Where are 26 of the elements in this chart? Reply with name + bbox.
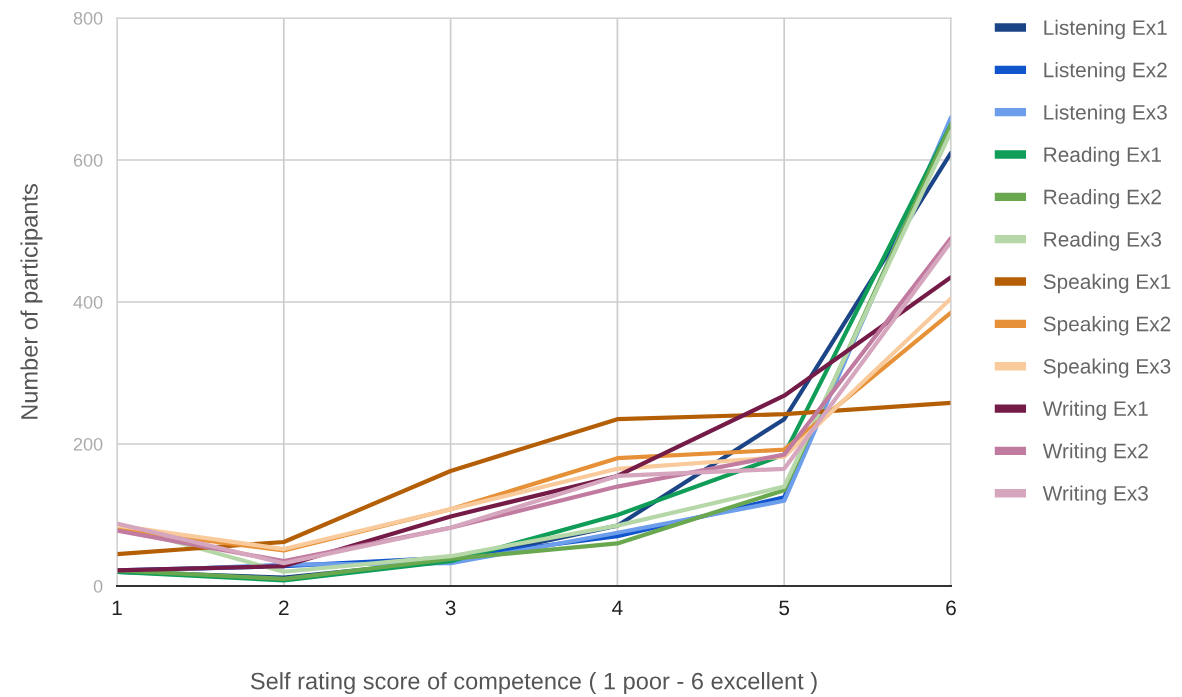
y-axis-title: Number of participants: [20, 184, 43, 419]
legend-label: Listening Ex3: [1044, 104, 1167, 124]
y-tick-label: 400: [73, 295, 103, 309]
legend-label: Listening Ex1: [1044, 19, 1167, 40]
y-tick-label: 800: [73, 11, 103, 25]
legend-label: Reading Ex1: [1044, 146, 1161, 167]
legend-label: Speaking Ex1: [1043, 273, 1171, 294]
legend-label: Speaking Ex3: [1043, 358, 1171, 378]
y-tick-label: 0: [93, 579, 103, 593]
x-tick-label: 5: [779, 600, 790, 616]
x-tick-label: 3: [445, 600, 456, 616]
line-series: [117, 400, 951, 557]
legend-label: Writing Ex3: [1042, 485, 1148, 505]
x-tick-label: 2: [279, 600, 289, 615]
legend-label: Writing Ex2: [1042, 443, 1148, 463]
x-tick-label: 1: [112, 600, 122, 615]
legend-label: Reading Ex2: [1044, 189, 1161, 209]
legend-label: Reading Ex3: [1044, 231, 1162, 251]
x-tick-label: 6: [946, 600, 956, 616]
y-tick-label: 200: [73, 437, 103, 451]
legend-label: Speaking Ex2: [1043, 316, 1171, 336]
legend-label: Writing Ex1: [1042, 400, 1148, 421]
x-tick-label: 4: [612, 600, 623, 615]
legend-label: Listening Ex2: [1044, 62, 1167, 82]
y-tick-label: 600: [73, 153, 103, 167]
x-axis-title: Self rating score of competence ( 1 poor - 6 excellent ): [250, 672, 817, 695]
